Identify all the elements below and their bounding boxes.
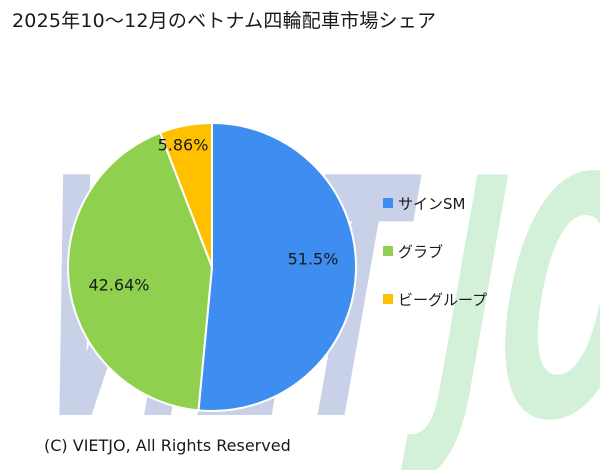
legend-swatch bbox=[383, 246, 393, 256]
legend-item-sain-sm: サインSM bbox=[383, 193, 487, 213]
legend-swatch bbox=[383, 294, 393, 304]
pie-slices bbox=[67, 121, 357, 412]
copyright-text: (C) VIETJO, All Rights Reserved bbox=[44, 436, 291, 455]
pie-data-labels: 51.5% 42.64% 5.86% bbox=[88, 136, 338, 295]
pie-data-label: 51.5% bbox=[288, 250, 339, 269]
chart-legend: サインSM グラブ ビーグループ bbox=[383, 193, 487, 337]
pie-slice bbox=[158, 121, 213, 268]
legend-item-be-group: ビーグループ bbox=[383, 289, 487, 309]
chart-title: 2025年10～12月のベトナム四輪配車市場シェア bbox=[12, 10, 437, 32]
legend-label: サインSM bbox=[398, 194, 466, 213]
pie-data-label: 5.86% bbox=[158, 136, 209, 155]
pie-slice bbox=[67, 131, 214, 412]
legend-label: グラブ bbox=[398, 242, 444, 261]
pie-slice bbox=[197, 121, 357, 412]
pie-data-label: 42.64% bbox=[88, 276, 149, 295]
legend-label: ビーグループ bbox=[398, 290, 488, 309]
legend-swatch bbox=[383, 198, 393, 208]
legend-item-grab: グラブ bbox=[383, 241, 487, 261]
